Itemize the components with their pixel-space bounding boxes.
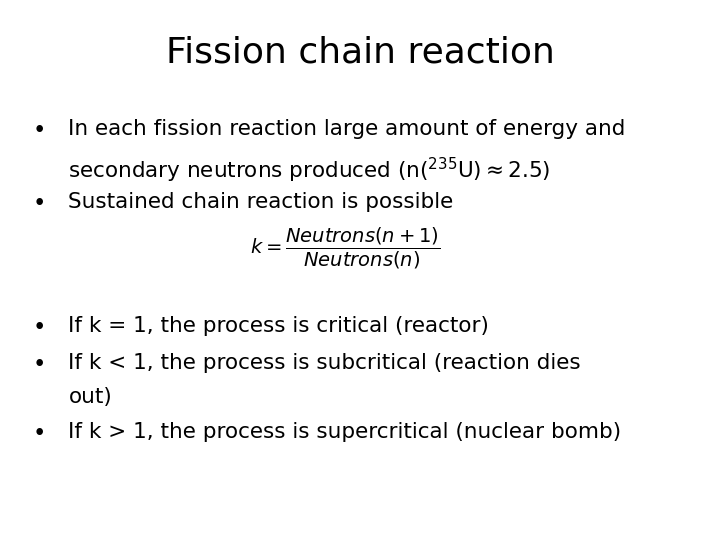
Text: If k > 1, the process is supercritical (nuclear bomb): If k > 1, the process is supercritical (…	[68, 422, 621, 442]
Text: secondary neutrons produced (n($^{235}$U)$\approx$2.5): secondary neutrons produced (n($^{235}$U…	[68, 156, 551, 185]
Text: •: •	[32, 192, 46, 215]
Text: •: •	[32, 119, 46, 142]
Text: If k = 1, the process is critical (reactor): If k = 1, the process is critical (react…	[68, 316, 490, 336]
Text: In each fission reaction large amount of energy and: In each fission reaction large amount of…	[68, 119, 626, 139]
Text: Fission chain reaction: Fission chain reaction	[166, 35, 554, 69]
Text: If k < 1, the process is subcritical (reaction dies: If k < 1, the process is subcritical (re…	[68, 353, 581, 373]
Text: $k = \dfrac{\mathit{Neutrons}(n+1)}{\mathit{Neutrons}(n)}$: $k = \dfrac{\mathit{Neutrons}(n+1)}{\mat…	[251, 226, 441, 272]
Text: Sustained chain reaction is possible: Sustained chain reaction is possible	[68, 192, 454, 212]
Text: •: •	[32, 353, 46, 376]
Text: •: •	[32, 422, 46, 446]
Text: •: •	[32, 316, 46, 340]
Text: out): out)	[68, 387, 112, 407]
